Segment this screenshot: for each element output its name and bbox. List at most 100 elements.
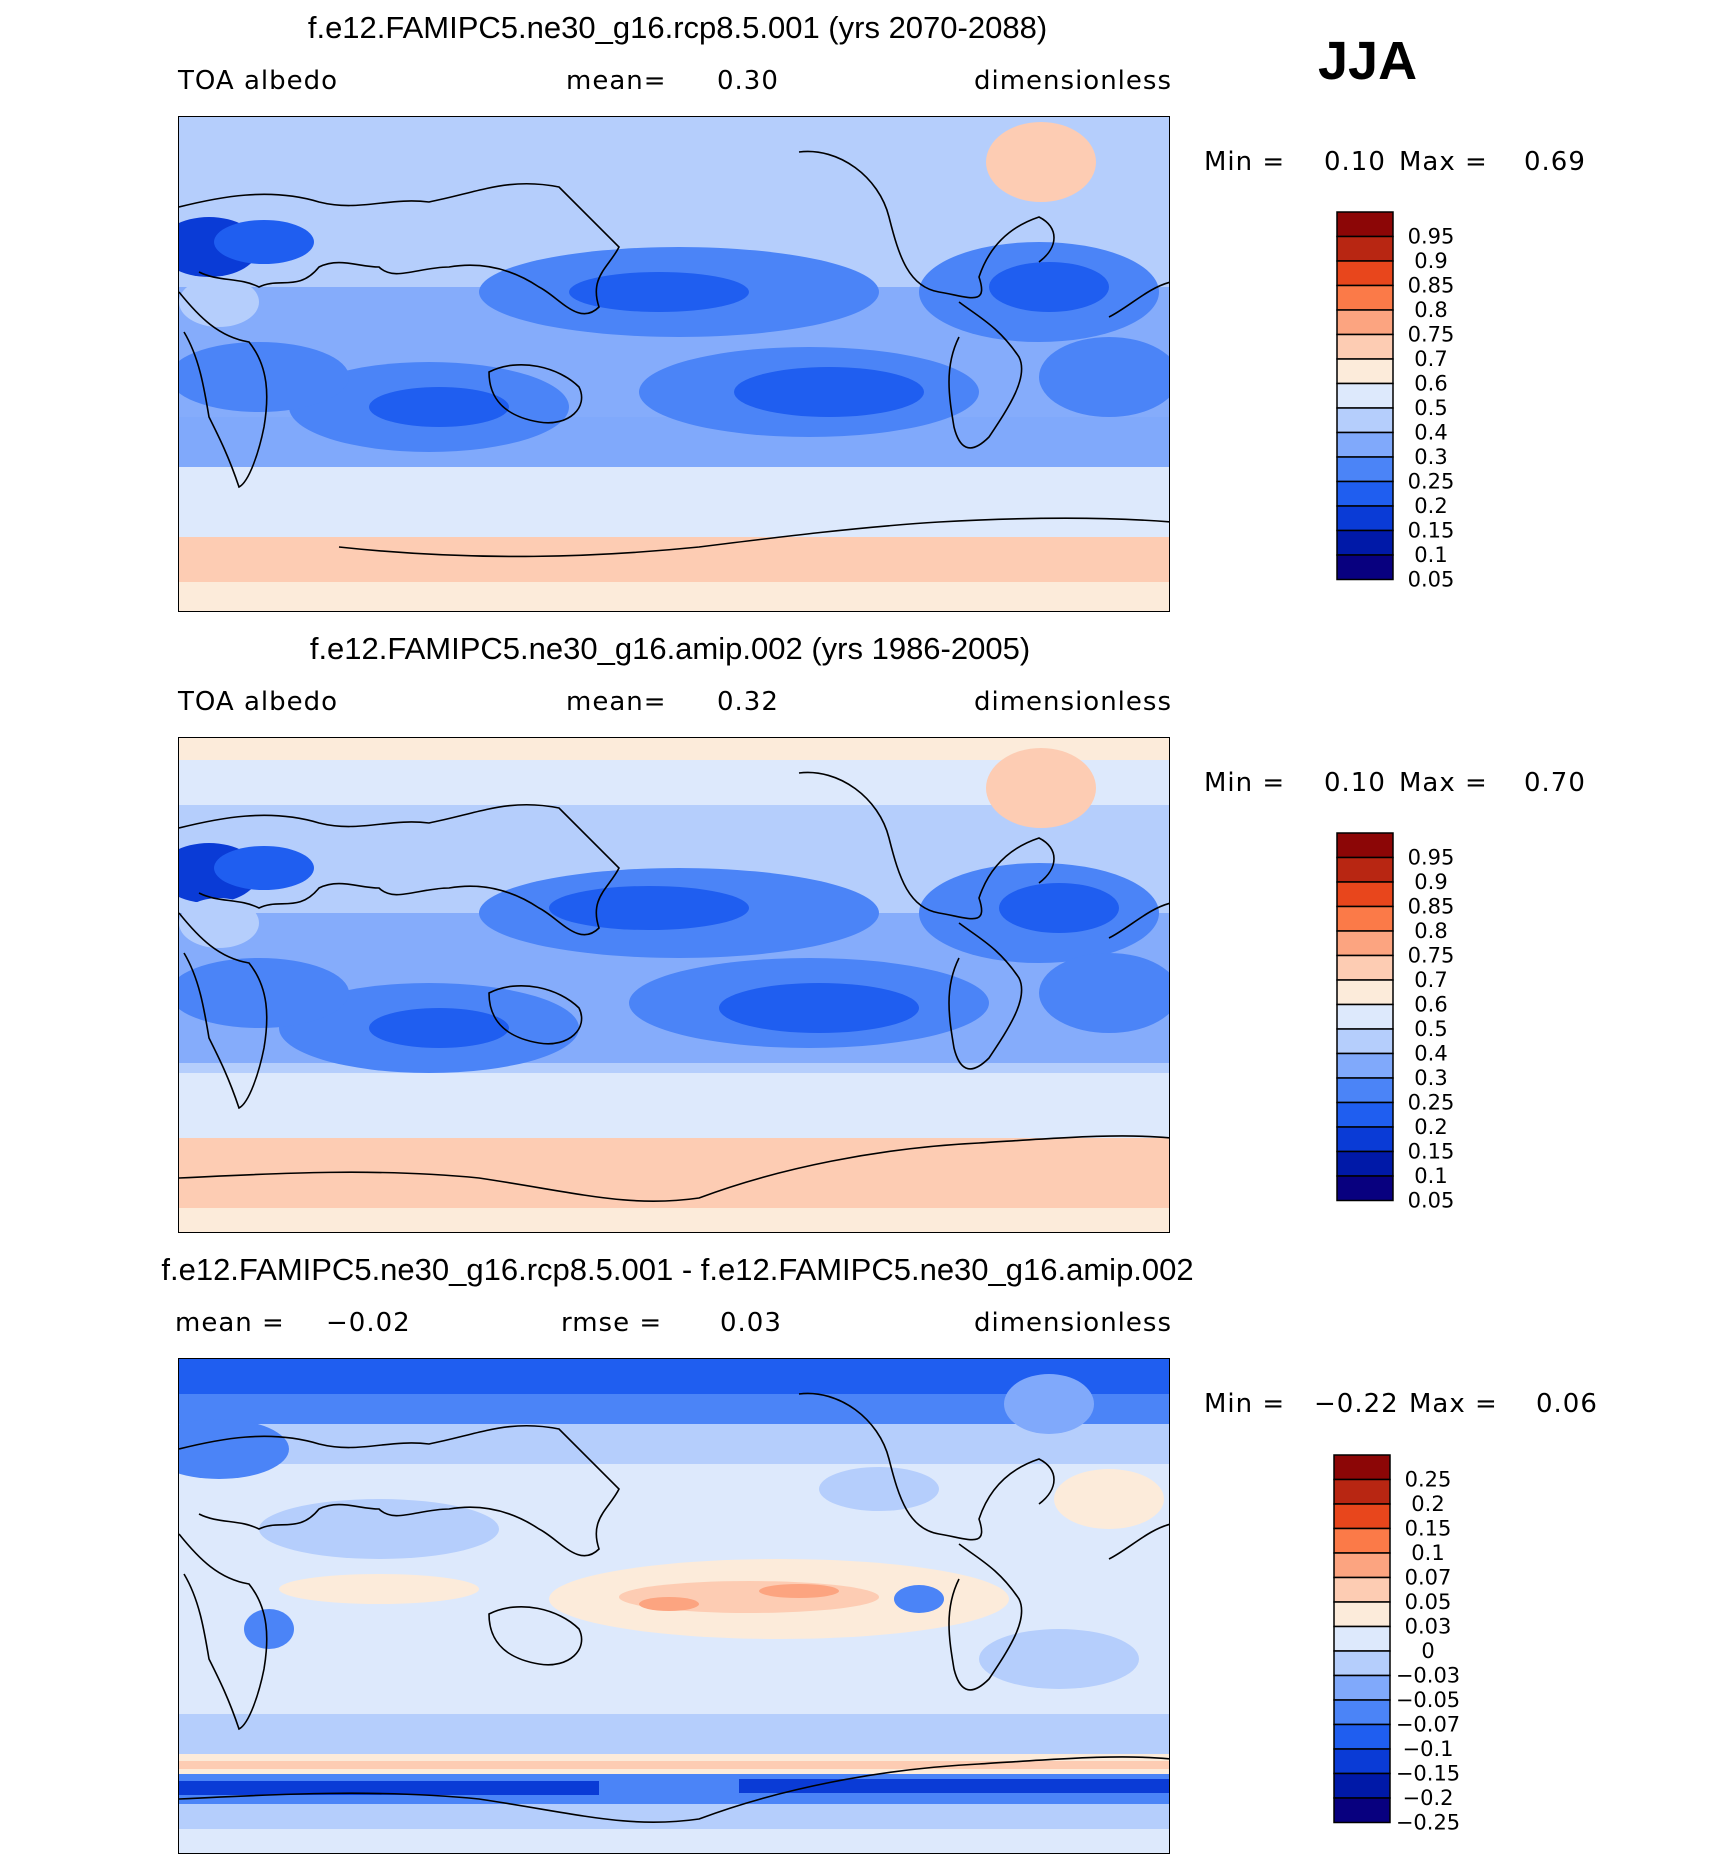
map-field <box>549 886 749 930</box>
coastline <box>948 301 1023 449</box>
colorbar-box <box>1336 1003 1394 1030</box>
coastline <box>179 803 620 936</box>
map-field <box>369 387 509 427</box>
colorbar-box <box>1333 1454 1391 1481</box>
colorbar-tick-label: 0 <box>1421 1639 1434 1663</box>
colorbar-box <box>1333 1527 1391 1554</box>
colorbar-tick-label: 0.1 <box>1411 1541 1444 1565</box>
map-field <box>639 1597 699 1611</box>
panel-2-mean-value: 0.32 <box>717 687 779 717</box>
colorbar-tick-label: 0.05 <box>1405 1590 1452 1614</box>
map-field <box>179 1714 1169 1754</box>
colorbar-box <box>1336 1150 1394 1177</box>
panel-1-map <box>178 116 1170 612</box>
coastline <box>179 1533 268 1731</box>
panel-2-mean-label: mean= <box>566 687 667 717</box>
colorbar-box <box>1336 407 1394 434</box>
map-field <box>279 1574 479 1604</box>
colorbar-box <box>1336 333 1394 360</box>
colorbar-box <box>1333 1601 1391 1628</box>
map-field <box>894 1585 944 1613</box>
map-field <box>1004 1374 1094 1434</box>
colorbar-box <box>1336 260 1394 287</box>
colorbar-box <box>1336 979 1394 1006</box>
panel-3-max-label: Max = <box>1409 1389 1498 1419</box>
panel-2-title: f.e12.FAMIPC5.ne30_g16.amip.002 (yrs 198… <box>309 631 1031 666</box>
colorbar-box <box>1333 1478 1391 1505</box>
colorbar-box <box>1336 930 1394 957</box>
map-field <box>244 1609 294 1649</box>
colorbar-box <box>1336 1101 1394 1128</box>
colorbar-tick-label: −0.2 <box>1403 1786 1454 1810</box>
coastline <box>1108 281 1169 318</box>
panel-2-min-label: Min = <box>1204 768 1286 798</box>
colorbar-box <box>1336 1052 1394 1079</box>
panel-3-units: dimensionless <box>974 1308 1172 1338</box>
map-field <box>179 1781 599 1795</box>
coastline <box>488 364 583 424</box>
colorbar-box <box>1336 529 1394 556</box>
panel-3-rmse-label: rmse = <box>561 1308 663 1338</box>
panel-1-colorbar: 0.95 0.9 0.85 0.8 0.75 0.7 0.6 0.5 0.4 0.3 0.25 0.2… <box>1335 210 1535 609</box>
colorbar-tick-label: 0.95 <box>1408 846 1455 870</box>
map-field <box>179 1208 1169 1232</box>
colorbar-tick-label: 0.7 <box>1414 347 1447 371</box>
colorbar-tick-label: 0.05 <box>1408 568 1455 592</box>
panel-2-min-value: 0.10 <box>1324 768 1386 798</box>
colorbar-box <box>1336 905 1394 932</box>
panel-1-variable: TOA albedo <box>178 66 339 96</box>
colorbar-box <box>1336 1175 1394 1202</box>
coastline <box>948 922 1023 1070</box>
colorbar-tick-label: 0.2 <box>1414 1115 1447 1139</box>
panel-1-min-label: Min = <box>1204 147 1286 177</box>
map-field <box>369 1008 509 1048</box>
coastline <box>798 150 1055 299</box>
panel-3-min-value: −0.22 <box>1314 1389 1399 1419</box>
colorbar-tick-label: 0.75 <box>1408 944 1455 968</box>
map-field <box>999 883 1119 933</box>
colorbar-tick-label: 0.4 <box>1414 1042 1447 1066</box>
map-field <box>179 582 1169 611</box>
colorbar-tick-label: 0.05 <box>1408 1189 1455 1213</box>
panel-1-units: dimensionless <box>974 66 1172 96</box>
coastline <box>488 985 583 1045</box>
colorbar-tick-label: 0.7 <box>1414 968 1447 992</box>
colorbar-tick-label: 0.4 <box>1414 421 1447 445</box>
colorbar-tick-label: 0.95 <box>1408 225 1455 249</box>
colorbar-box <box>1336 954 1394 981</box>
colorbar-tick-label: 0.3 <box>1414 445 1447 469</box>
map-field <box>1039 953 1169 1033</box>
map-field <box>179 1359 1169 1394</box>
colorbar-tick-label: 0.15 <box>1405 1517 1452 1541</box>
map-field <box>179 457 1169 537</box>
colorbar-box <box>1333 1625 1391 1652</box>
colorbar-box <box>1333 1650 1391 1677</box>
colorbar-tick-label: 0.85 <box>1408 895 1455 919</box>
map-field <box>179 1073 1169 1143</box>
colorbar-box <box>1336 382 1394 409</box>
coastline <box>179 291 268 489</box>
panel-3-colorbar: 0.25 0.2 0.15 0.1 0.07 0.05 0.03 0 −0.03 −0.05 −0.… <box>1332 1453 1532 1852</box>
coastline <box>798 771 1055 920</box>
colorbar-box <box>1336 480 1394 507</box>
colorbar-box <box>1333 1503 1391 1530</box>
colorbar-box <box>1333 1699 1391 1726</box>
map-field <box>979 1629 1139 1689</box>
coastline <box>179 912 268 1110</box>
map-field <box>179 738 1169 760</box>
colorbar-tick-label: −0.25 <box>1396 1811 1460 1835</box>
coastline <box>179 1424 620 1557</box>
colorbar-tick-label: 0.03 <box>1405 1615 1452 1639</box>
map-field <box>179 1419 289 1479</box>
map-field <box>719 983 919 1033</box>
panel-1-max-value: 0.69 <box>1524 147 1586 177</box>
colorbar-tick-label: 0.8 <box>1414 298 1447 322</box>
map-field <box>179 1424 1169 1464</box>
coastline <box>338 517 1169 558</box>
map-field <box>179 898 259 948</box>
panel-1-title: f.e12.FAMIPC5.ne30_g16.rcp8.5.001 (yrs 2… <box>307 10 1048 45</box>
coastline <box>798 1392 1055 1541</box>
panel-2-max-label: Max = <box>1399 768 1488 798</box>
map-field <box>214 220 314 264</box>
panel-3-map <box>178 1358 1170 1854</box>
